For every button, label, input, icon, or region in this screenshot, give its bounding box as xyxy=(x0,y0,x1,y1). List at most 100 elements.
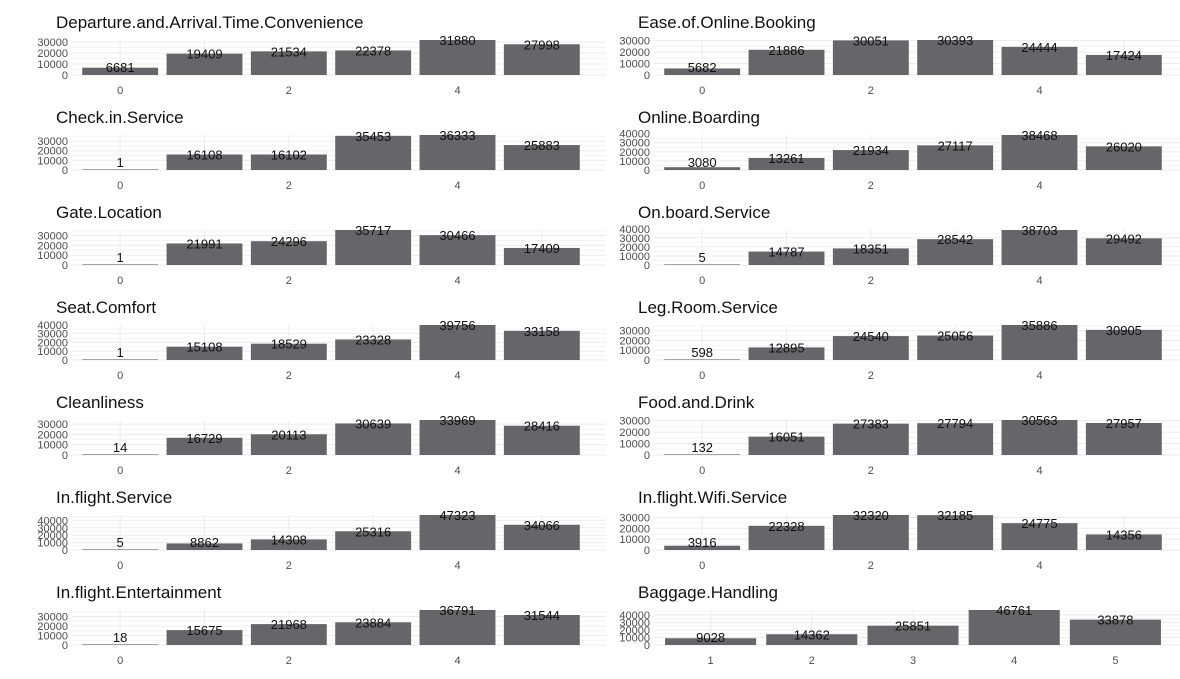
data-label: 14356 xyxy=(1106,527,1142,542)
bar xyxy=(166,543,243,550)
x-tick-label: 4 xyxy=(454,275,460,287)
y-tick-label: 10000 xyxy=(37,440,68,452)
x-tick-label: 2 xyxy=(868,370,874,382)
bar xyxy=(335,135,412,170)
bar xyxy=(1001,420,1078,455)
bar xyxy=(748,157,825,170)
data-label: 8862 xyxy=(190,535,219,550)
bar xyxy=(503,247,580,265)
data-label: 5 xyxy=(699,250,706,265)
data-label: 15675 xyxy=(186,623,222,638)
panel-title: On.board.Service xyxy=(638,203,770,222)
y-tick-label: 40000 xyxy=(619,224,650,236)
bar xyxy=(503,44,580,75)
bar xyxy=(917,515,994,550)
x-tick-label: 0 xyxy=(699,85,705,97)
bar xyxy=(665,638,757,645)
bar xyxy=(664,68,741,75)
y-tick-label: 40000 xyxy=(37,515,68,527)
bar xyxy=(82,359,159,360)
x-tick-label: 0 xyxy=(699,370,705,382)
data-label: 30051 xyxy=(853,33,889,48)
y-tick-label: 0 xyxy=(644,640,650,652)
y-tick-label: 10000 xyxy=(619,251,650,263)
y-tick-label: 20000 xyxy=(619,625,650,637)
y-tick-label: 0 xyxy=(62,165,68,177)
data-label: 16051 xyxy=(768,430,804,445)
data-label: 12895 xyxy=(768,340,804,355)
data-label: 132 xyxy=(691,440,713,455)
bar xyxy=(748,49,825,75)
data-label: 31544 xyxy=(524,608,560,623)
y-tick-label: 0 xyxy=(62,70,68,82)
data-label: 9028 xyxy=(696,630,725,645)
y-tick-label: 0 xyxy=(644,165,650,177)
data-label: 24296 xyxy=(271,234,307,249)
data-label: 29492 xyxy=(1106,231,1142,246)
bar xyxy=(335,339,412,360)
x-tick-label: 0 xyxy=(699,275,705,287)
data-label: 30563 xyxy=(1021,413,1057,428)
x-tick-label: 4 xyxy=(454,180,460,192)
panel-title: In.flight.Entertainment xyxy=(56,583,222,602)
y-tick-label: 20000 xyxy=(37,530,68,542)
panel-title: Gate.Location xyxy=(56,203,162,222)
x-tick-label: 4 xyxy=(454,655,460,667)
data-label: 3080 xyxy=(688,155,717,170)
bar xyxy=(419,515,496,550)
bar xyxy=(917,423,994,455)
data-label: 20113 xyxy=(271,427,306,442)
data-label: 31880 xyxy=(439,33,475,48)
x-tick-label: 0 xyxy=(699,560,705,572)
panel-title: Check.in.Service xyxy=(56,108,184,127)
chart-panel: Ease.of.Online.Booking010000200003000056… xyxy=(619,13,1180,97)
y-tick-label: 20000 xyxy=(37,429,68,441)
y-tick-label: 30000 xyxy=(37,329,68,341)
y-tick-label: 30000 xyxy=(37,37,68,49)
data-label: 1 xyxy=(117,345,124,360)
bar xyxy=(1085,238,1162,265)
data-label: 27383 xyxy=(853,417,889,432)
x-tick-label: 0 xyxy=(117,180,123,192)
bar xyxy=(503,614,580,645)
y-tick-label: 30000 xyxy=(37,136,68,148)
data-label: 13261 xyxy=(768,151,804,166)
y-tick-label: 10000 xyxy=(619,345,650,357)
y-tick-label: 30000 xyxy=(37,419,68,431)
data-label: 30466 xyxy=(439,228,475,243)
x-tick-label: 4 xyxy=(454,465,460,477)
y-tick-label: 0 xyxy=(644,450,650,462)
bar xyxy=(166,630,243,645)
y-tick-label: 30000 xyxy=(37,231,68,243)
x-tick-label: 4 xyxy=(1036,85,1042,97)
x-tick-label: 4 xyxy=(1036,560,1042,572)
data-label: 28542 xyxy=(937,232,973,247)
bar xyxy=(917,40,994,75)
x-tick-label: 0 xyxy=(699,180,705,192)
panel-title: Cleanliness xyxy=(56,393,144,412)
bar xyxy=(335,50,412,75)
bar xyxy=(832,423,909,455)
y-tick-label: 10000 xyxy=(37,59,68,71)
bar xyxy=(250,434,327,455)
x-tick-label: 4 xyxy=(1036,180,1042,192)
data-label: 25316 xyxy=(355,524,391,539)
data-label: 27998 xyxy=(524,37,560,52)
panel-title: In.flight.Wifi.Service xyxy=(638,488,787,507)
bar xyxy=(1001,523,1078,550)
data-label: 21534 xyxy=(271,44,307,59)
bar xyxy=(917,239,994,265)
data-label: 21886 xyxy=(768,43,804,58)
data-label: 23884 xyxy=(355,615,391,630)
bar xyxy=(166,53,243,75)
bar xyxy=(1069,619,1161,645)
y-tick-label: 10000 xyxy=(37,346,68,358)
data-label: 17409 xyxy=(524,241,560,256)
panel-title: Ease.of.Online.Booking xyxy=(638,13,816,32)
data-label: 21968 xyxy=(271,617,307,632)
chart-panel: Online.Boarding0100002000030000400003080… xyxy=(619,108,1180,192)
bar xyxy=(82,549,159,550)
y-tick-label: 0 xyxy=(62,640,68,652)
